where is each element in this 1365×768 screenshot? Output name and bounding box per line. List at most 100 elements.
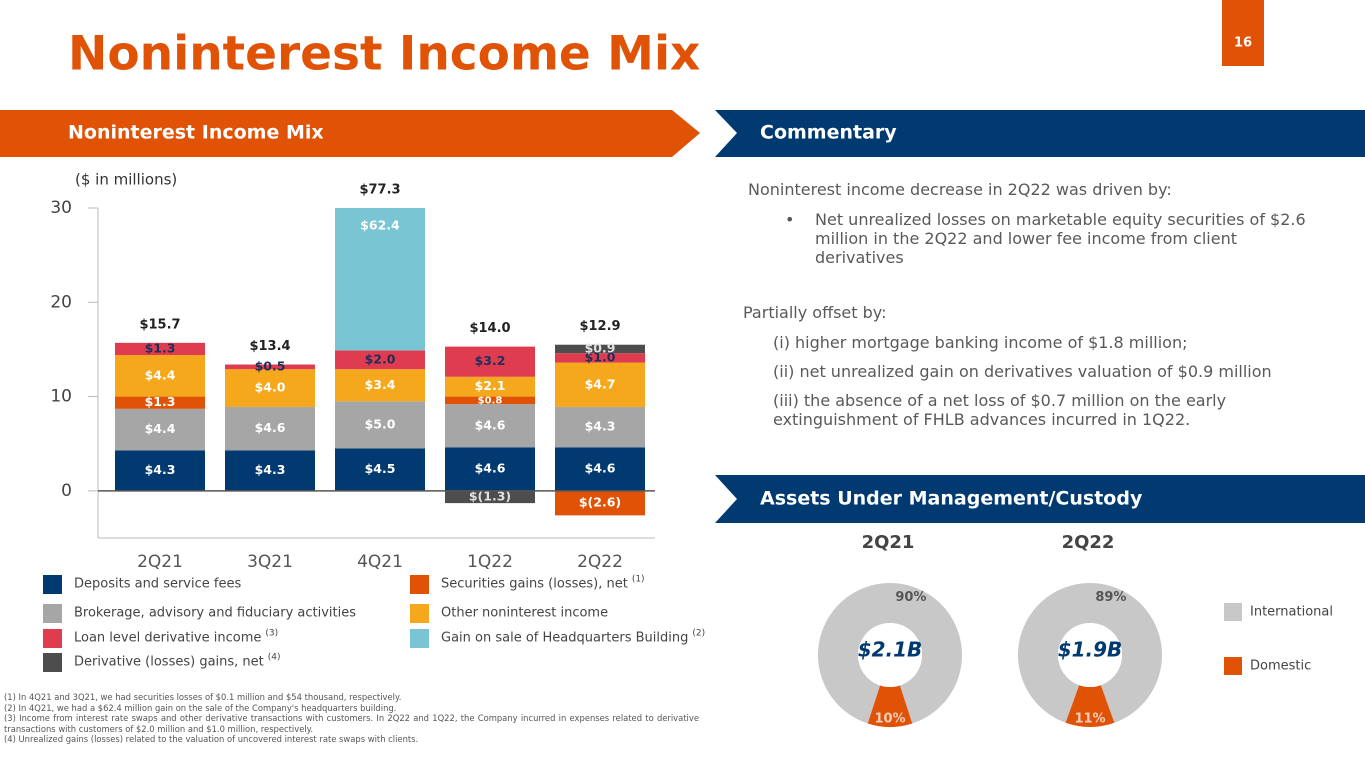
bar-segment xyxy=(555,353,645,363)
section-title: Assets Under Management/Custody xyxy=(760,488,1143,510)
legend-note: (2) xyxy=(692,629,705,639)
segment-label: $(1.3) xyxy=(469,488,511,503)
segment-label: $5.0 xyxy=(365,416,396,431)
legend-swatch xyxy=(43,653,62,672)
segment-label: $4.6 xyxy=(475,461,506,476)
donut-title: 2Q21 xyxy=(862,532,915,553)
offset-item: (i) higher mortgage banking income of $1… xyxy=(773,333,1188,352)
segment-label: $4.7 xyxy=(585,376,616,391)
commentary-intro: Noninterest income decrease in 2Q22 was … xyxy=(748,180,1172,199)
section-bar xyxy=(0,110,700,157)
segment-label: $1.3 xyxy=(145,340,176,355)
legend-swatch xyxy=(410,604,429,623)
legend-label: Deposits and service fees xyxy=(74,577,241,592)
section-bar xyxy=(715,475,1365,523)
legend-label: Other noninterest income xyxy=(441,606,608,621)
legend-label: Brokerage, advisory and fiduciary activi… xyxy=(74,606,356,621)
bar-segment xyxy=(115,355,205,397)
legend-swatch xyxy=(43,629,62,648)
bar-segment xyxy=(335,448,425,491)
segment-label: $4.6 xyxy=(585,461,616,476)
donut-slice xyxy=(1065,685,1115,728)
legend-note: (4) xyxy=(268,653,281,663)
bar-segment xyxy=(225,369,315,407)
page-number-box xyxy=(1222,0,1264,66)
title: Noninterest Income Mix xyxy=(68,27,700,82)
donut-center-label: $1.9B xyxy=(1058,638,1123,662)
donut-label: 89% xyxy=(1095,590,1126,605)
offset-item: (ii) net unrealized gain on derivatives … xyxy=(773,362,1272,381)
offset-intro: Partially offset by: xyxy=(743,303,887,322)
footnotes: (1) In 4Q21 and 3Q21, we had securities … xyxy=(4,692,699,745)
segment-label: $4.3 xyxy=(145,462,176,477)
bar-segment xyxy=(115,450,205,491)
legend-swatch xyxy=(410,629,429,648)
legend-label: Loan level derivative income xyxy=(74,631,261,646)
bar-segment xyxy=(555,362,645,407)
bar-segment xyxy=(555,344,645,354)
donut-center-label: $2.1B xyxy=(858,638,923,662)
y-tick-label: 20 xyxy=(50,292,72,312)
donut-hole xyxy=(1058,623,1122,687)
bar-segment xyxy=(225,406,315,451)
donut-slice xyxy=(818,583,963,724)
legend-label: Domestic xyxy=(1250,659,1311,674)
footnote: (2) In 4Q21, we had a $62.4 million gain… xyxy=(4,702,397,713)
x-tick-label: 3Q21 xyxy=(247,552,293,572)
legend-note: (3) xyxy=(265,629,278,639)
bar-segment xyxy=(335,401,425,449)
bars xyxy=(115,208,645,516)
bar-segment xyxy=(445,490,535,504)
segment-label: $1.3 xyxy=(145,394,176,409)
donut-title: 2Q22 xyxy=(1062,532,1115,553)
footnote: (4) Unrealized gains (losses) related to… xyxy=(4,734,419,744)
segment-label: $4.6 xyxy=(475,417,506,432)
donut-label: 10% xyxy=(874,712,905,727)
section-bar xyxy=(715,110,1365,157)
segment-label: $4.5 xyxy=(365,461,396,476)
legend-swatch xyxy=(43,604,62,623)
section-title: Noninterest Income Mix xyxy=(68,122,324,144)
segment-label: $4.6 xyxy=(255,420,286,435)
total-label: $12.9 xyxy=(579,319,620,334)
segment-label: $4.3 xyxy=(585,419,616,434)
y-tick-label: 30 xyxy=(50,198,72,218)
segment-label: $3.2 xyxy=(475,353,506,368)
segment-label: $0.9 xyxy=(585,340,616,355)
total-label: $77.3 xyxy=(359,183,400,198)
legend-swatch xyxy=(43,575,62,594)
segment-label: $4.3 xyxy=(255,462,286,477)
bar-segment xyxy=(445,376,535,397)
section-title: Commentary xyxy=(760,122,897,144)
legend-note: (1) xyxy=(632,575,645,585)
segment-label: $1.0 xyxy=(585,349,616,364)
donut-label: 90% xyxy=(895,590,926,605)
bar-segment xyxy=(555,490,645,516)
segment-label: $0.5 xyxy=(255,358,286,373)
bar-segment xyxy=(335,369,425,402)
total-label: $14.0 xyxy=(469,321,510,336)
segment-label: $(2.6) xyxy=(579,495,621,510)
bar-segment xyxy=(445,404,535,448)
page-number: 16 xyxy=(1234,36,1252,51)
offset-item: (iii) the absence of a net loss of $0.7 … xyxy=(773,391,1227,429)
bar-segment xyxy=(445,396,535,405)
bar-segment xyxy=(445,346,535,377)
bar-segment xyxy=(445,447,535,491)
segment-label: $4.0 xyxy=(255,380,286,395)
x-tick-label: 1Q22 xyxy=(467,552,513,572)
total-label: $13.4 xyxy=(249,339,290,354)
y-tick-label: 10 xyxy=(50,387,72,407)
bar-segment xyxy=(115,342,205,356)
legend-label: International xyxy=(1250,605,1333,620)
bar-segment xyxy=(335,208,425,351)
bar-segment xyxy=(335,350,425,370)
bar-segment xyxy=(555,406,645,448)
donut-slice xyxy=(1018,583,1162,723)
segment-label: $4.4 xyxy=(145,367,176,382)
legend-label: Derivative (losses) gains, net xyxy=(74,655,264,670)
x-tick-label: 2Q22 xyxy=(577,552,623,572)
commentary-bullet: Net unrealized losses on marketable equi… xyxy=(815,210,1306,267)
